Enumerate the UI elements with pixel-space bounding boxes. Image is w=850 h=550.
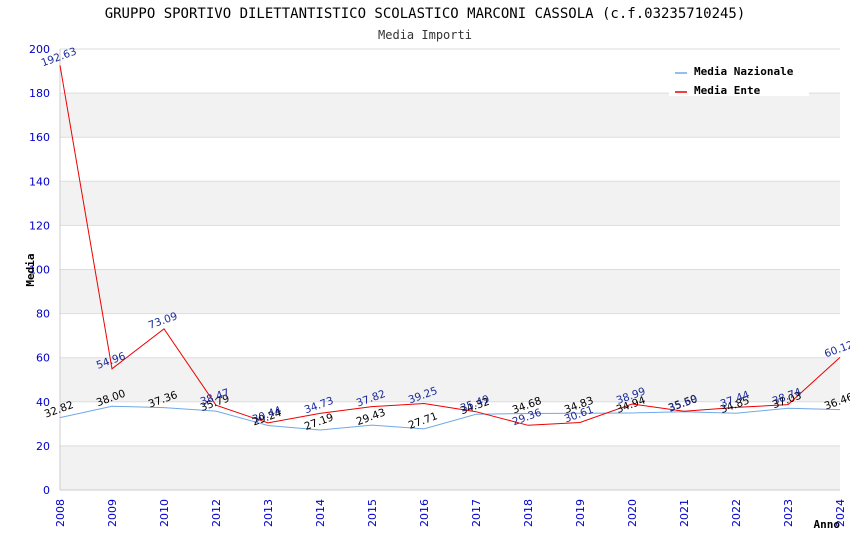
x-tick-label: 2014 [314,499,327,527]
x-tick-label: 2019 [574,499,587,527]
legend-label-ente: Media Ente [694,84,761,97]
plot-band [60,137,840,182]
series-lines [59,65,841,431]
x-tick-label: 2013 [262,499,275,527]
y-tick-label: 0 [43,484,50,497]
plot-band [60,445,840,490]
plot-band [60,357,840,402]
x-tick-label: 2018 [522,499,535,527]
series-line-nazionale [59,405,841,431]
legend-label-nazionale: Media Nazionale [694,65,794,78]
x-tick-label: 2024 [834,499,847,527]
y-tick-label: 100 [29,264,50,277]
legend: Media Nazionale Media Ente [669,60,809,97]
y-tick-label: 120 [29,219,50,232]
x-tick-label: 2017 [470,499,483,527]
y-tick-label: 60 [36,352,50,365]
x-tick-label: 2016 [418,499,431,527]
y-tick-label: 140 [29,175,50,188]
chart-subtitle: Media Importi [378,28,472,42]
plot-band [60,181,840,226]
y-axis-ticks: 0 20 40 60 80 100 120 140 160 180 200 [29,43,50,497]
plot-band [60,313,840,358]
x-axis-label: Anno [814,518,841,531]
x-tick-label: 2023 [782,499,795,527]
gridlines [59,48,840,491]
x-tick-label: 2009 [106,499,119,527]
y-tick-label: 20 [36,440,50,453]
y-tick-label: 80 [36,308,50,321]
chart-title: GRUPPO SPORTIVO DILETTANTISTICO SCOLASTI… [105,6,746,22]
plot-band [60,93,840,138]
y-tick-label: 180 [29,87,50,100]
x-tick-label: 2015 [366,499,379,527]
x-tick-label: 2022 [730,499,743,527]
y-tick-label: 200 [29,43,50,56]
plot-band [60,269,840,314]
series-line-ente [59,65,841,426]
x-tick-label: 2010 [158,499,171,527]
y-tick-label: 160 [29,131,50,144]
plot-band [60,225,840,270]
x-tick-label: 2012 [210,499,223,527]
x-tick-label: 2021 [678,499,691,527]
x-axis-ticks: 2008 2009 2010 2012 2013 2014 2015 2016 2017 2018… [54,499,847,527]
y-tick-label: 40 [36,396,50,409]
legend-box [669,60,809,96]
y-axis-label: Media [24,253,37,286]
x-tick-label: 2008 [54,499,67,527]
x-tick-label: 2020 [626,499,639,527]
